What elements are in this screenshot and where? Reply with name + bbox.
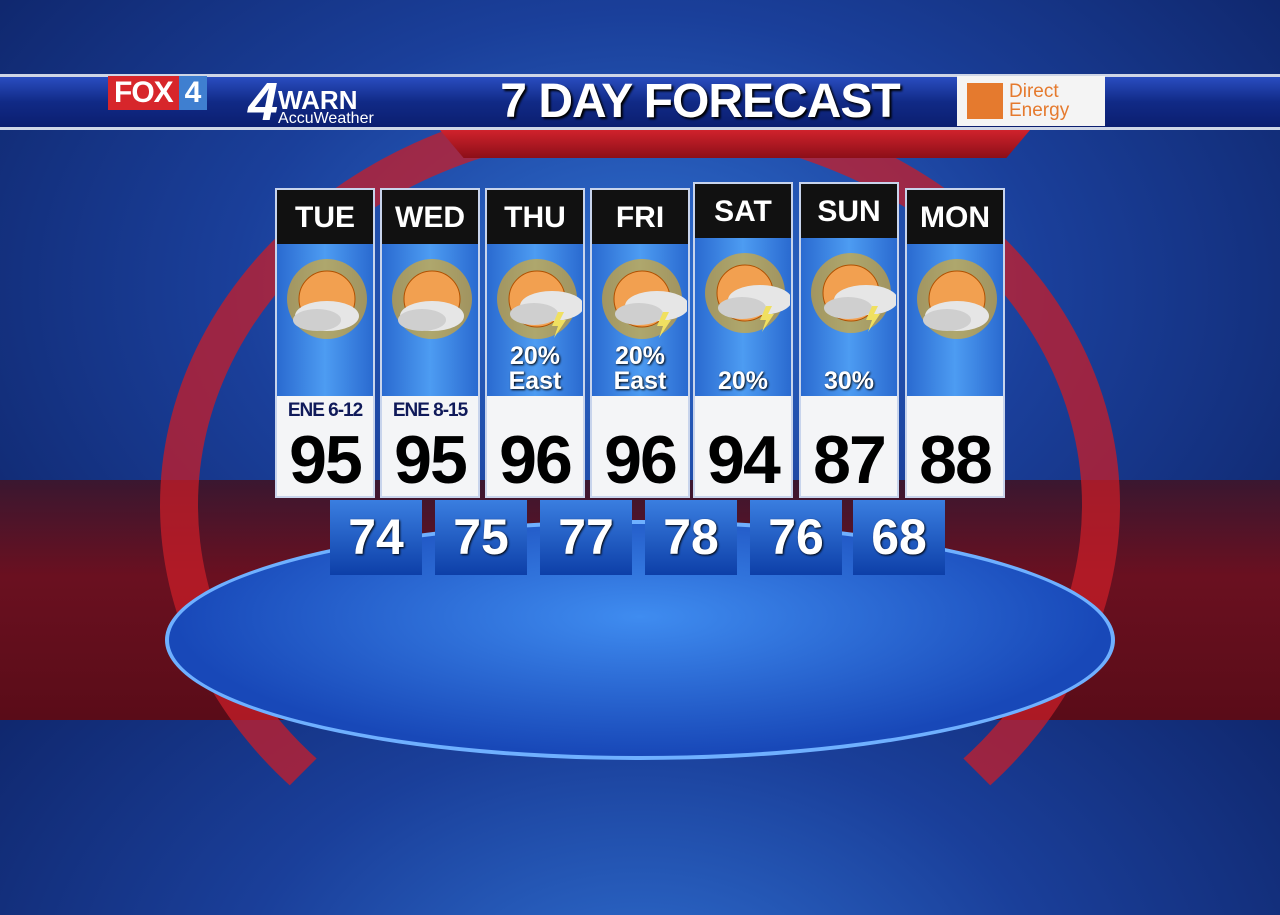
station-logo: FOX 4	[108, 76, 208, 110]
wind-text	[487, 396, 583, 424]
high-temp: 95	[289, 422, 363, 498]
sponsor-name: Direct Energy	[1009, 81, 1070, 121]
title-underbar	[440, 130, 1030, 158]
precip-chance: 20%	[695, 369, 791, 394]
high-temp: 96	[604, 422, 678, 498]
wind-text	[801, 396, 897, 424]
sky-panel	[907, 244, 1003, 396]
warn-number: 4	[248, 72, 279, 132]
day-label: FRI	[592, 190, 688, 244]
high-temp: 87	[813, 422, 887, 498]
day-column-fri: FRI 20% East 96	[590, 188, 690, 498]
4warn-logo: 4 WARN AccuWeather	[248, 72, 374, 132]
low-temp-tue: 74	[330, 500, 422, 575]
precip-percent: 30%	[823, 367, 875, 395]
day-column-mon: MON 88	[905, 188, 1005, 498]
warn-word: WARN	[278, 85, 358, 115]
day-column-wed: WED ENE 8-15 95	[380, 188, 480, 498]
sponsor-logo: Direct Energy	[957, 76, 1105, 126]
low-temp-sun: 68	[853, 500, 945, 575]
precip-percent: 20%	[509, 342, 561, 370]
day-label: WED	[382, 190, 478, 244]
day-column-tue: TUE ENE 6-12 95	[275, 188, 375, 498]
precip-percent: 20%	[717, 367, 769, 395]
partly-cloudy-icon	[392, 259, 472, 339]
partly-cloudy-tstorm-icon	[705, 253, 790, 333]
high-temp: 94	[707, 422, 781, 498]
low-temp-thu: 77	[540, 500, 632, 575]
day-label: TUE	[277, 190, 373, 244]
mostly-cloudy-tstorm-icon	[811, 253, 896, 333]
precip-chance: 20% East	[487, 344, 583, 394]
sky-panel: 20%	[695, 238, 791, 396]
low-temp-fri: 78	[645, 500, 737, 575]
day-column-sun: SUN 30% 87	[799, 182, 899, 498]
partly-cloudy-icon	[287, 259, 367, 339]
high-temp: 95	[394, 422, 468, 498]
precip-chance: 20% East	[592, 344, 688, 394]
precip-note: East	[613, 367, 667, 395]
sky-panel: 20% East	[487, 244, 583, 396]
wind-text: ENE 6-12	[287, 400, 363, 421]
precip-percent: 20%	[614, 342, 666, 370]
day-label: MON	[907, 190, 1003, 244]
high-temp: 88	[919, 422, 993, 498]
wind-text: ENE 8-15	[392, 400, 468, 421]
day-column-sat: SAT 20% 94	[693, 182, 793, 498]
partly-cloudy-tstorm-icon	[497, 259, 582, 339]
sky-panel	[382, 244, 478, 396]
day-label: SUN	[801, 184, 897, 238]
sky-panel	[277, 244, 373, 396]
page-title: 7 DAY FORECAST	[500, 75, 900, 128]
sky-panel: 20% East	[592, 244, 688, 396]
day-column-thu: THU 20% East 96	[485, 188, 585, 498]
wind-text	[907, 396, 1003, 424]
warn-sub: AccuWeather	[278, 110, 374, 127]
wind-text	[592, 396, 688, 424]
partly-cloudy-tstorm-icon	[602, 259, 687, 339]
sky-panel: 30%	[801, 238, 897, 396]
day-label: SAT	[695, 184, 791, 238]
precip-note: East	[508, 367, 562, 395]
wind-text	[695, 396, 791, 424]
low-temp-sat: 76	[750, 500, 842, 575]
sponsor-icon	[967, 83, 1003, 119]
high-temp: 96	[499, 422, 573, 498]
partly-cloudy-icon	[917, 259, 997, 339]
low-temp-wed: 75	[435, 500, 527, 575]
day-label: THU	[487, 190, 583, 244]
backdrop-disc	[165, 520, 1115, 760]
precip-chance: 30%	[801, 369, 897, 394]
